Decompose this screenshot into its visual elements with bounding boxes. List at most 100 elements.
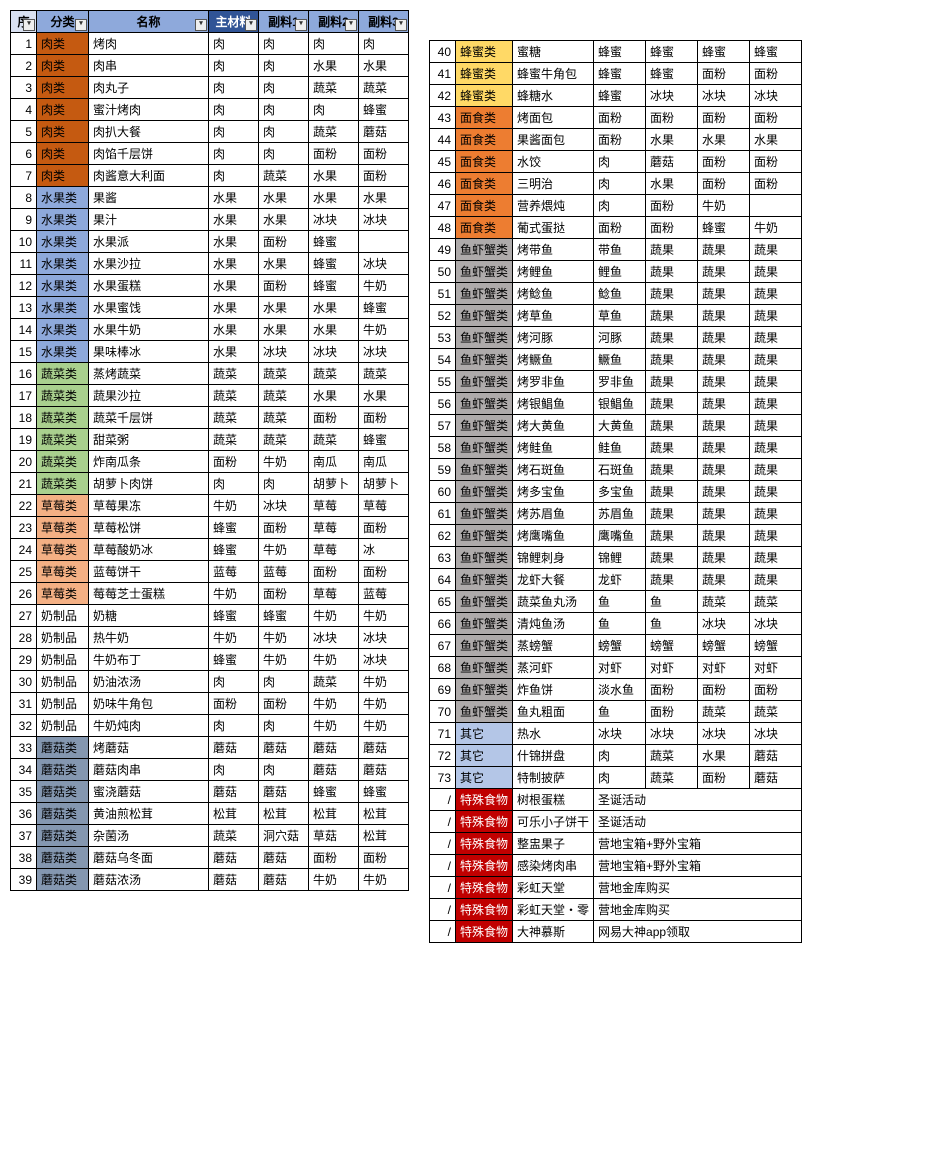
cell-category: 草莓类 [37, 517, 89, 539]
cell-name: 草莓酸奶冰 [89, 539, 209, 561]
cell-ingredient: 肉 [259, 33, 309, 55]
cell-ingredient: 蔬果 [646, 239, 698, 261]
filter-icon[interactable]: ▾ [295, 19, 307, 31]
table-row: 16蔬菜类蒸烤蔬菜蔬菜蔬菜蔬菜蔬菜 [11, 363, 409, 385]
cell-ingredient: 冰块 [750, 613, 802, 635]
cell-ingredient: 肉 [594, 195, 646, 217]
cell-name: 炸鱼饼 [513, 679, 594, 701]
filter-icon[interactable]: ▾ [23, 19, 35, 31]
cell-category: 蔬菜类 [37, 385, 89, 407]
col-cat[interactable]: 分类▾ [37, 11, 89, 33]
cell-ingredient: 面粉 [698, 767, 750, 789]
cell-ingredient: 面粉 [594, 129, 646, 151]
cell-ingredient: 蔬菜 [309, 429, 359, 451]
cell-ingredient: 蘑菇 [750, 745, 802, 767]
cell-name: 树根蛋糕 [513, 789, 594, 811]
cell-ingredient: 对虾 [750, 657, 802, 679]
cell-name: 肉丸子 [89, 77, 209, 99]
cell-ingredient: 蘑菇 [359, 759, 409, 781]
col-name[interactable]: 名称▾ [89, 11, 209, 33]
cell-ingredient: 蔬果 [646, 437, 698, 459]
cell-ingredient: 肉 [209, 671, 259, 693]
cell-idx: 6 [11, 143, 37, 165]
table-row: 3肉类肉丸子肉肉蔬菜蔬菜 [11, 77, 409, 99]
cell-ingredient: 蓝莓 [209, 561, 259, 583]
table-row: 57鱼虾蟹类烤大黄鱼大黄鱼蔬果蔬果蔬果 [430, 415, 802, 437]
cell-ingredient: 松茸 [209, 803, 259, 825]
filter-icon[interactable]: ▾ [345, 19, 357, 31]
cell-idx: 62 [430, 525, 456, 547]
cell-ingredient: 蔬菜 [259, 385, 309, 407]
cell-idx: 5 [11, 121, 37, 143]
cell-ingredient: 松茸 [309, 803, 359, 825]
filter-icon[interactable]: ▾ [245, 19, 257, 31]
table-row: 66鱼虾蟹类清炖鱼汤鱼鱼冰块冰块 [430, 613, 802, 635]
cell-name: 胡萝卜肉饼 [89, 473, 209, 495]
cell-ingredient: 面粉 [259, 517, 309, 539]
col-sub3[interactable]: 副料3▾ [359, 11, 409, 33]
cell-idx: 15 [11, 341, 37, 363]
cell-ingredient: 冰块 [359, 627, 409, 649]
cell-ingredient: 肉 [259, 715, 309, 737]
cell-category: 肉类 [37, 77, 89, 99]
filter-icon[interactable]: ▾ [75, 19, 87, 31]
cell-category: 草莓类 [37, 583, 89, 605]
cell-ingredient: 面粉 [750, 151, 802, 173]
cell-ingredient: 面粉 [209, 693, 259, 715]
cell-name: 莓莓芝士蛋糕 [89, 583, 209, 605]
cell-ingredient: 水果 [698, 745, 750, 767]
cell-category: 水果类 [37, 319, 89, 341]
cell-ingredient: 牛奶 [359, 605, 409, 627]
cell-ingredient: 蔬菜 [359, 363, 409, 385]
cell-name: 牛奶炖肉 [89, 715, 209, 737]
cell-category: 其它 [456, 745, 513, 767]
cell-ingredient: 冰块 [359, 209, 409, 231]
table-row: 42蜂蜜类蜂糖水蜂蜜冰块冰块冰块 [430, 85, 802, 107]
cell-name: 烤鲶鱼 [513, 283, 594, 305]
cell-ingredient: 冰块 [359, 649, 409, 671]
cell-ingredient: 草莓 [359, 495, 409, 517]
cell-idx: 49 [430, 239, 456, 261]
table-row: 28奶制品热牛奶牛奶牛奶冰块冰块 [11, 627, 409, 649]
cell-idx: / [430, 877, 456, 899]
cell-category: 奶制品 [37, 605, 89, 627]
cell-idx: 38 [11, 847, 37, 869]
cell-ingredient: 蔬菜 [359, 77, 409, 99]
cell-category: 蘑菇类 [37, 825, 89, 847]
cell-category: 特殊食物 [456, 877, 513, 899]
cell-ingredient: 面粉 [259, 583, 309, 605]
cell-ingredient: 南瓜 [309, 451, 359, 473]
table-row: 1肉类烤肉肉肉肉肉 [11, 33, 409, 55]
table-row: 51鱼虾蟹类烤鲶鱼鲶鱼蔬果蔬果蔬果 [430, 283, 802, 305]
cell-name: 烤鹰嘴鱼 [513, 525, 594, 547]
cell-category: 草莓类 [37, 539, 89, 561]
cell-category: 鱼虾蟹类 [456, 349, 513, 371]
cell-category: 特殊食物 [456, 899, 513, 921]
cell-ingredient: 蔬果 [750, 437, 802, 459]
cell-ingredient: 冰块 [359, 253, 409, 275]
col-sub2[interactable]: 副料2▾ [309, 11, 359, 33]
col-sub1[interactable]: 副料1▾ [259, 11, 309, 33]
col-main[interactable]: 主材料▾ [209, 11, 259, 33]
cell-name: 烤草鱼 [513, 305, 594, 327]
cell-name: 烤银鲳鱼 [513, 393, 594, 415]
filter-icon[interactable]: ▾ [195, 19, 207, 31]
cell-ingredient: 蔬菜 [209, 825, 259, 847]
cell-category: 面食类 [456, 217, 513, 239]
cell-ingredient: 牛奶 [209, 627, 259, 649]
cell-ingredient: 蔬果 [646, 503, 698, 525]
cell-name: 烤带鱼 [513, 239, 594, 261]
col-idx[interactable]: 序▾ [11, 11, 37, 33]
cell-idx: 13 [11, 297, 37, 319]
cell-name: 大神慕斯 [513, 921, 594, 943]
table-row: 40蜂蜜类蜜糖蜂蜜蜂蜜蜂蜜蜂蜜 [430, 41, 802, 63]
cell-name: 蜜浇蘑菇 [89, 781, 209, 803]
cell-ingredient: 肉 [209, 77, 259, 99]
cell-idx: 63 [430, 547, 456, 569]
cell-category: 肉类 [37, 55, 89, 77]
filter-icon[interactable]: ▾ [395, 19, 407, 31]
cell-ingredient: 鱼 [646, 613, 698, 635]
table-row: 20蔬菜类炸南瓜条面粉牛奶南瓜南瓜 [11, 451, 409, 473]
cell-ingredient: 蔬菜 [309, 671, 359, 693]
cell-ingredient: 蔬果 [698, 239, 750, 261]
